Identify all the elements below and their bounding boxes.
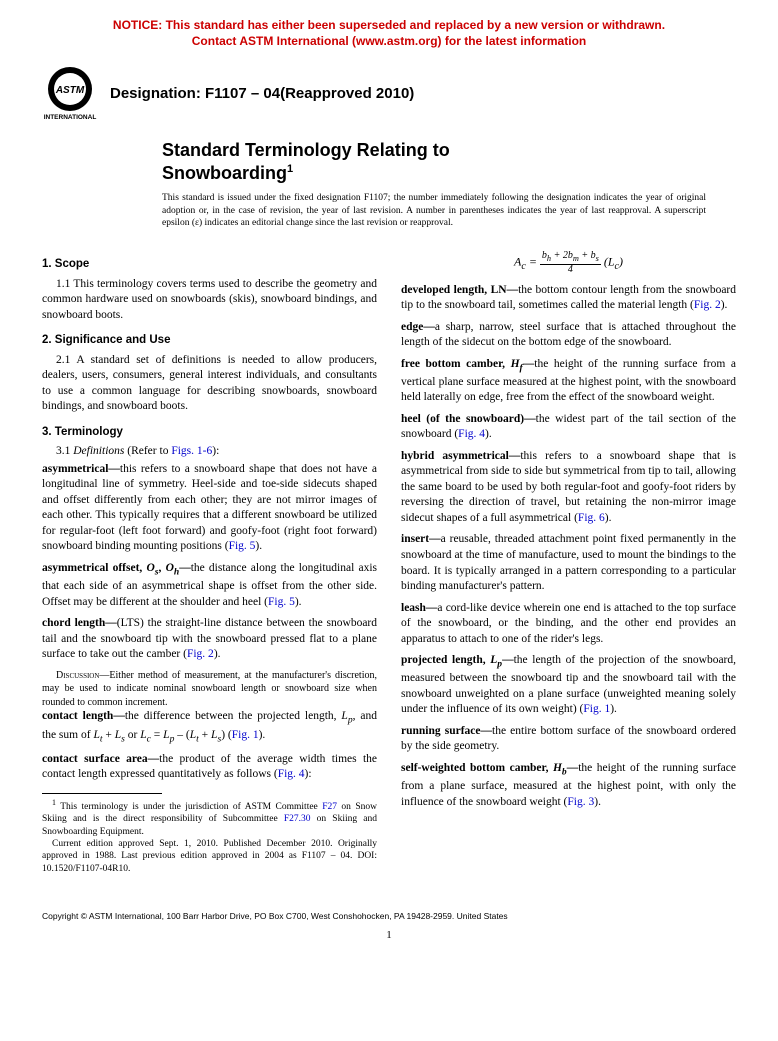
title-block: Standard Terminology Relating to Snowboa… (162, 139, 736, 184)
term-suffix: (Refer to (124, 445, 171, 457)
right-column: Ac = bh + 2bm + bs4 (Lc) developed lengt… (401, 247, 736, 875)
astm-logo-icon: ASTM INTERNATIONAL (42, 65, 98, 121)
terms-left-list: asymmetrical—this refers to a snowboard … (42, 462, 377, 783)
copyright-line: Copyright © ASTM International, 100 Barr… (42, 911, 736, 921)
designation-text: Designation: F1107 – 04(Reapproved 2010) (110, 85, 414, 102)
fig-ref[interactable]: Fig. 3 (567, 796, 594, 808)
footnote-2: Current edition approved Sept. 1, 2010. … (42, 838, 377, 875)
left-column: 1. Scope 1.1 This terminology covers ter… (42, 247, 377, 875)
term-entry: hybrid asymmetrical—this refers to a sno… (401, 449, 736, 527)
document-title: Standard Terminology Relating to Snowboa… (162, 139, 736, 184)
svg-text:INTERNATIONAL: INTERNATIONAL (44, 114, 97, 121)
term-entry: free bottom camber, Hf—the height of the… (401, 357, 736, 406)
formula-eq: = (526, 255, 540, 269)
fig-ref[interactable]: Fig. 4 (278, 768, 305, 780)
term-entry: heel (of the snowboard)—the widest part … (401, 412, 736, 443)
term-entry: running surface—the entire bottom surfac… (401, 724, 736, 755)
footnote-t1: This terminology is under the jurisdicti… (56, 802, 322, 812)
terminology-subhead: 3.1 Definitions (Refer to Figs. 1-6): (42, 444, 377, 460)
formula-tail: (L (601, 255, 615, 269)
fig-ref[interactable]: Fig. 2 (187, 648, 214, 660)
formula-contact-area: Ac = bh + 2bm + bs4 (Lc) (401, 251, 736, 274)
terms-right-list: developed length, LN—the bottom contour … (401, 283, 736, 811)
term-discussion: Discussion—Either method of measurement,… (42, 669, 377, 710)
scope-heading: 1. Scope (42, 257, 377, 273)
header-row: ASTM INTERNATIONAL Designation: F1107 – … (42, 65, 736, 121)
term-entry: asymmetrical offset, Os, Oh—the distance… (42, 561, 377, 610)
title-sup: 1 (287, 163, 293, 175)
notice-banner: NOTICE: This standard has either been su… (42, 18, 736, 49)
term-entry: developed length, LN—the bottom contour … (401, 283, 736, 314)
two-column-body: 1. Scope 1.1 This terminology covers ter… (42, 247, 736, 875)
notice-line2: Contact ASTM International (www.astm.org… (192, 34, 586, 48)
fig-ref[interactable]: Fig. 5 (268, 596, 295, 608)
formula-den: 4 (540, 265, 601, 275)
committee-ref-1[interactable]: F27 (322, 802, 337, 812)
notice-line1: NOTICE: This standard has either been su… (113, 18, 665, 32)
term-entry: contact surface area—the product of the … (42, 752, 377, 783)
term-entry: insert—a reusable, threaded attachment p… (401, 532, 736, 594)
figs-ref[interactable]: Figs. 1-6 (171, 445, 212, 457)
scope-para: 1.1 This terminology covers terms used t… (42, 277, 377, 324)
footnote-1: 1 This terminology is under the jurisdic… (42, 798, 377, 838)
fig-ref[interactable]: Fig. 6 (578, 512, 605, 524)
footnote-separator (42, 793, 162, 794)
terminology-heading: 3. Terminology (42, 425, 377, 441)
significance-para: 2.1 A standard set of definitions is nee… (42, 353, 377, 415)
term-entry: chord length—(LTS) the straight-line dis… (42, 616, 377, 663)
significance-heading: 2. Significance and Use (42, 333, 377, 349)
term-end: ): (212, 445, 219, 457)
term-entry: projected length, Lp—the length of the p… (401, 653, 736, 718)
page-container: NOTICE: This standard has either been su… (0, 0, 778, 961)
fig-ref[interactable]: Fig. 2 (694, 299, 721, 311)
title-line1: Standard Terminology Relating to (162, 140, 450, 160)
term-entry: contact length—the difference between th… (42, 709, 377, 745)
formula-tail-end: ) (619, 255, 623, 269)
fig-ref[interactable]: Fig. 1 (232, 729, 259, 741)
term-entry: leash—a cord-like device wherein one end… (401, 601, 736, 648)
title-line2: Snowboarding (162, 163, 287, 183)
issuance-note: This standard is issued under the fixed … (162, 192, 736, 229)
formula-num: bh + 2bm + bs (540, 251, 601, 264)
term-entry: edge—a sharp, narrow, steel surface that… (401, 320, 736, 351)
term-entry: self-weighted bottom camber, Hb—the heig… (401, 761, 736, 810)
svg-text:ASTM: ASTM (55, 85, 85, 96)
page-number: 1 (42, 929, 736, 941)
fig-ref[interactable]: Fig. 1 (583, 703, 610, 715)
fig-ref[interactable]: Fig. 5 (229, 540, 256, 552)
term-entry: asymmetrical—this refers to a snowboard … (42, 462, 377, 555)
committee-ref-2[interactable]: F27.30 (284, 814, 311, 824)
term-ital: Definitions (73, 445, 124, 457)
term-prefix: 3.1 (56, 445, 73, 457)
fig-ref[interactable]: Fig. 4 (458, 428, 485, 440)
